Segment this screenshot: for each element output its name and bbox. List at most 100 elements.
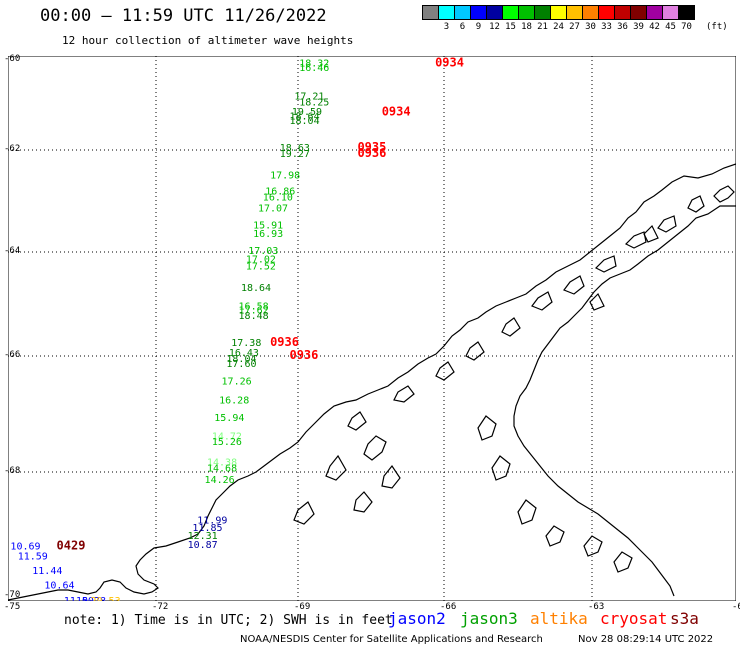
observation-label: 19.27	[280, 149, 310, 160]
observation-label: 0936	[289, 348, 318, 362]
observation-label: 18.04	[289, 116, 319, 127]
observation-label: 15.91	[253, 220, 283, 231]
scale-label: 42	[649, 22, 660, 32]
observation-label: 11.59	[18, 551, 48, 562]
scale-swatch	[566, 5, 583, 20]
observation-label: 16.10	[263, 192, 293, 203]
observation-label: 18.64	[289, 111, 319, 122]
latitude-label: -62	[4, 144, 21, 154]
observation-label: 0934	[435, 56, 464, 69]
observation-label: 18.25	[299, 97, 329, 108]
observation-label: 18.04	[226, 354, 256, 365]
scale-swatch	[630, 5, 647, 20]
observation-label: 16.46	[299, 63, 329, 74]
scale-label: 21	[537, 22, 548, 32]
observation-label: 15.94	[214, 413, 244, 424]
observation-label: 14.26	[205, 475, 235, 486]
scale-label: 27	[569, 22, 580, 32]
scale-label: 15	[505, 22, 516, 32]
observation-label: 17.26	[222, 376, 252, 387]
observation-label: 10.69	[10, 541, 40, 552]
longitude-label: -75	[4, 602, 21, 612]
observation-label: 10.87	[188, 540, 218, 551]
scale-label: 30	[585, 22, 596, 32]
scale-swatch	[470, 5, 487, 20]
scale-label: 39	[633, 22, 644, 32]
observation-label: 0935	[357, 140, 386, 154]
footer-note: note: 1) Time is in UTC; 2) SWH is in fe…	[64, 613, 393, 628]
map-title: 00:00 – 11:59 UTC 11/26/2022	[40, 6, 327, 26]
observation-label: 12.31	[188, 531, 218, 542]
observation-label: 0936	[357, 146, 386, 160]
observation-label: 29.53	[91, 596, 121, 601]
longitude-label: -66	[440, 602, 457, 612]
scale-label: 12	[489, 22, 500, 32]
observation-label: 11.44	[32, 566, 62, 577]
observation-label: 10.78	[76, 596, 106, 601]
observation-label: 16.93	[253, 229, 283, 240]
scale-swatch	[662, 5, 679, 20]
observation-label: 10.64	[44, 581, 74, 592]
scale-label: 3	[443, 22, 450, 32]
legend-cryosat: cryosat	[600, 609, 668, 628]
longitude-label: -72	[152, 602, 169, 612]
longitude-label: -69	[294, 602, 311, 612]
scale-label: 36	[617, 22, 628, 32]
observation-label: 0934	[382, 105, 411, 119]
credit-line: NOAA/NESDIS Center for Satellite Applica…	[240, 634, 543, 645]
observation-label: 11.85	[192, 523, 222, 534]
latitude-label: -68	[4, 466, 21, 476]
color-scale-unit: (ft)	[706, 22, 728, 32]
longitude-label: -60	[732, 602, 740, 612]
latitude-label: -70	[4, 590, 21, 600]
color-scale-bar	[422, 5, 695, 20]
observation-label: 18.32	[299, 58, 329, 69]
scale-swatch	[486, 5, 503, 20]
legend-jason2: jason2	[388, 609, 446, 628]
scale-swatch	[454, 5, 471, 20]
observation-label: 17.52	[246, 261, 276, 272]
scale-swatch	[582, 5, 599, 20]
scale-label: 18	[521, 22, 532, 32]
observation-label: 19.59	[292, 107, 322, 118]
scale-swatch	[614, 5, 631, 20]
observation-label: 11.50	[64, 596, 94, 601]
observation-label: 16.58	[239, 301, 269, 312]
map-subtitle: 12 hour collection of altimeter wave hei…	[62, 34, 354, 47]
coastline	[8, 163, 736, 601]
longitude-label: -63	[588, 602, 605, 612]
scale-label: 24	[553, 22, 564, 32]
observation-label: 17.03	[248, 246, 278, 257]
observation-label: 16.28	[219, 395, 249, 406]
latitude-label: -64	[4, 246, 21, 256]
observation-label: 17.38	[231, 338, 261, 349]
scale-label: 45	[665, 22, 676, 32]
scale-swatch	[550, 5, 567, 20]
observation-label: 11.99	[197, 515, 227, 526]
observation-label: 17.62	[239, 306, 269, 317]
legend-s3a: s3a	[670, 609, 699, 628]
scale-swatch	[438, 5, 455, 20]
scale-swatch	[678, 5, 695, 20]
scale-swatch	[502, 5, 519, 20]
scale-label: 6	[459, 22, 466, 32]
observation-label: 17.02	[246, 255, 276, 266]
observation-label: 18.63	[280, 143, 310, 154]
legend-jason3: jason3	[460, 609, 518, 628]
latitude-label: -66	[4, 350, 21, 360]
observation-label: 18.48	[239, 311, 269, 322]
map-frame	[8, 56, 736, 601]
observation-label: 0429	[57, 538, 86, 552]
scale-swatch	[518, 5, 535, 20]
latitude-label: -60	[4, 54, 21, 64]
scale-swatch	[534, 5, 551, 20]
observation-label: 14.68	[207, 463, 237, 474]
timestamp: Nov 28 08:29:14 UTC 2022	[578, 634, 714, 645]
observation-label: 18.64	[241, 283, 271, 294]
scale-label: 70	[681, 22, 692, 32]
observation-label: 14.38	[207, 458, 237, 469]
observation-label: 17.07	[258, 204, 288, 215]
scale-swatch	[646, 5, 663, 20]
